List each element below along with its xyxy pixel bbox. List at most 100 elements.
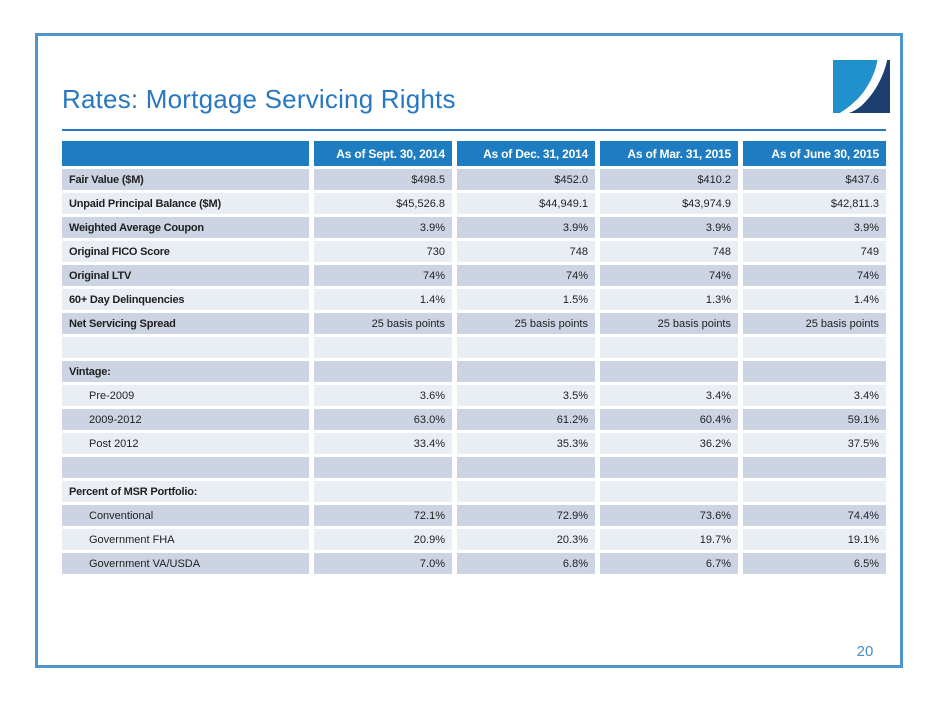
row-label: Post 2012 [62, 433, 314, 457]
cell-value: $43,974.9 [600, 193, 743, 217]
table-row: Vintage: [62, 361, 886, 385]
cell-value: 25 basis points [600, 313, 743, 337]
cell-value: $437.6 [743, 169, 886, 193]
row-label: Fair Value ($M) [62, 169, 314, 193]
row-label: Conventional [62, 505, 314, 529]
table-row: 2009-2012 63.0% 61.2% 60.4% 59.1% [62, 409, 886, 433]
table-row: Original LTV 74% 74% 74% 74% [62, 265, 886, 289]
row-label: Vintage: [62, 361, 314, 385]
cell-value: 63.0% [314, 409, 457, 433]
cell-value: 25 basis points [314, 313, 457, 337]
row-label: Unpaid Principal Balance ($M) [62, 193, 314, 217]
table-row: Government VA/USDA 7.0% 6.8% 6.7% 6.5% [62, 553, 886, 577]
cell-value: 19.7% [600, 529, 743, 553]
table-row: Percent of MSR Portfolio: [62, 481, 886, 505]
cell-value: 3.9% [600, 217, 743, 241]
row-label: Government VA/USDA [62, 553, 314, 577]
row-label: Original LTV [62, 265, 314, 289]
cell-value: 3.9% [314, 217, 457, 241]
cell-value [600, 481, 743, 505]
cell-value [314, 337, 457, 361]
cell-value: 35.3% [457, 433, 600, 457]
cell-value: 74% [743, 265, 886, 289]
cell-value [314, 457, 457, 481]
table-row: Pre-2009 3.6% 3.5% 3.4% 3.4% [62, 385, 886, 409]
row-label [62, 457, 314, 481]
column-header: As of June 30, 2015 [743, 141, 886, 169]
row-label: Net Servicing Spread [62, 313, 314, 337]
cell-value: 73.6% [600, 505, 743, 529]
cell-value: 7.0% [314, 553, 457, 577]
cell-value [743, 337, 886, 361]
table-row: Government FHA 20.9% 20.3% 19.7% 19.1% [62, 529, 886, 553]
cell-value [600, 457, 743, 481]
cell-value: 6.7% [600, 553, 743, 577]
table-row [62, 337, 886, 361]
row-label: Percent of MSR Portfolio: [62, 481, 314, 505]
table-row: Conventional 72.1% 72.9% 73.6% 74.4% [62, 505, 886, 529]
cell-value [457, 481, 600, 505]
cell-value: $42,811.3 [743, 193, 886, 217]
cell-value: 3.6% [314, 385, 457, 409]
cell-value: 36.2% [600, 433, 743, 457]
table-body: Fair Value ($M) $498.5 $452.0 $410.2 $437.6 U… [62, 169, 886, 577]
cell-value: 33.4% [314, 433, 457, 457]
cell-value: 74% [314, 265, 457, 289]
table-row: Net Servicing Spread 25 basis points 25 ba… [62, 313, 886, 337]
cell-value [314, 361, 457, 385]
cell-value: 72.1% [314, 505, 457, 529]
cell-value: $498.5 [314, 169, 457, 193]
row-label: Weighted Average Coupon [62, 217, 314, 241]
column-header: As of Dec. 31, 2014 [457, 141, 600, 169]
row-label: Original FICO Score [62, 241, 314, 265]
page-title: Rates: Mortgage Servicing Rights [62, 84, 456, 114]
cell-value: 748 [457, 241, 600, 265]
cell-value: 730 [314, 241, 457, 265]
cell-value [457, 337, 600, 361]
cell-value: 1.4% [314, 289, 457, 313]
cell-value: 37.5% [743, 433, 886, 457]
table-row [62, 457, 886, 481]
cell-value: $452.0 [457, 169, 600, 193]
cell-value: 1.4% [743, 289, 886, 313]
cell-value: 20.3% [457, 529, 600, 553]
cell-value: 3.9% [457, 217, 600, 241]
cell-value [600, 361, 743, 385]
cell-value: 3.9% [743, 217, 886, 241]
column-header: As of Sept. 30, 2014 [314, 141, 457, 169]
cell-value: 74% [457, 265, 600, 289]
cell-value: 19.1% [743, 529, 886, 553]
cell-value: 3.5% [457, 385, 600, 409]
cell-value [743, 361, 886, 385]
table-header: As of Sept. 30, 2014 As of Dec. 31, 2014 A… [62, 141, 886, 169]
table-row: Unpaid Principal Balance ($M) $45,526.8 $4… [62, 193, 886, 217]
table-row: 60+ Day Delinquencies 1.4% 1.5% 1.3% 1.4% [62, 289, 886, 313]
cell-value: 25 basis points [457, 313, 600, 337]
table-row: Weighted Average Coupon 3.9% 3.9% 3.9% 3.9% [62, 217, 886, 241]
cell-value: $45,526.8 [314, 193, 457, 217]
cell-value: 72.9% [457, 505, 600, 529]
table-row: Fair Value ($M) $498.5 $452.0 $410.2 $437.6 [62, 169, 886, 193]
cell-value: $410.2 [600, 169, 743, 193]
row-label: 2009-2012 [62, 409, 314, 433]
cell-value [743, 481, 886, 505]
msr-table: As of Sept. 30, 2014 As of Dec. 31, 2014 A… [62, 141, 886, 577]
cell-value: 1.3% [600, 289, 743, 313]
column-header: As of Mar. 31, 2015 [600, 141, 743, 169]
msr-table-container: As of Sept. 30, 2014 As of Dec. 31, 2014 A… [62, 141, 886, 577]
table-row: Post 2012 33.4% 35.3% 36.2% 37.5% [62, 433, 886, 457]
logo-navy-field [848, 60, 890, 113]
corner-header-cell [62, 141, 314, 169]
row-label [62, 337, 314, 361]
cell-value: 59.1% [743, 409, 886, 433]
cell-value: 74% [600, 265, 743, 289]
cell-value [314, 481, 457, 505]
cell-value: 748 [600, 241, 743, 265]
cell-value [600, 337, 743, 361]
title-underline [62, 129, 886, 131]
cell-value [743, 457, 886, 481]
page-number: 20 [856, 643, 874, 660]
cell-value: $44,949.1 [457, 193, 600, 217]
cell-value [457, 457, 600, 481]
